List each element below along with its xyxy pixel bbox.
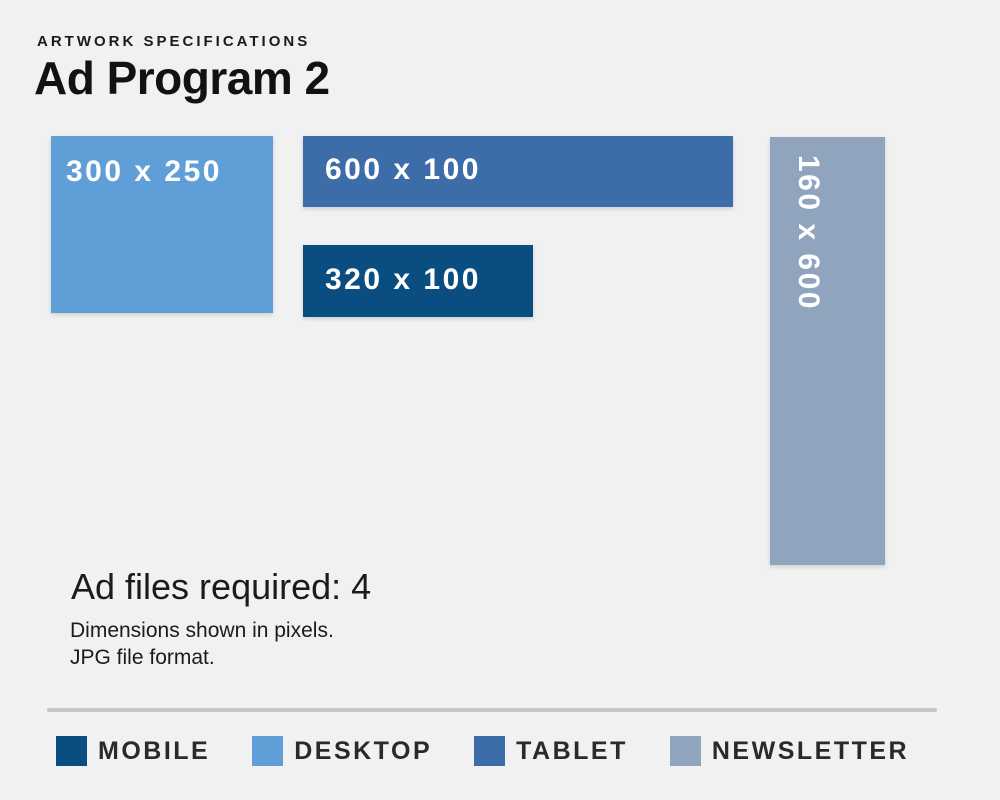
note-dimensions: Dimensions shown in pixels. xyxy=(70,619,334,642)
legend-label-mobile: MOBILE xyxy=(98,736,211,765)
legend-swatch-newsletter xyxy=(669,736,701,766)
eyebrow-label: ARTWORK SPECIFICATIONS xyxy=(37,33,311,50)
legend: MOBILE DESKTOP TABLET NEWSLETTER xyxy=(56,736,909,766)
page-title: Ad Program 2 xyxy=(34,52,330,104)
ad-slot-desktop-dimensions: 300 x 250 xyxy=(66,155,222,188)
legend-item-desktop: DESKTOP xyxy=(252,736,432,766)
ad-slot-mobile: 320 x 100 xyxy=(303,245,533,317)
ad-slot-newsletter-dimensions: 160 x 600 xyxy=(792,155,825,311)
legend-label-tablet: TABLET xyxy=(516,736,628,765)
legend-swatch-desktop xyxy=(252,736,284,766)
ad-slot-mobile-dimensions: 320 x 100 xyxy=(325,263,481,296)
ad-slot-tablet: 600 x 100 xyxy=(303,136,733,207)
notes-block: Dimensions shown in pixels. JPG file for… xyxy=(70,617,334,671)
ad-slot-desktop: 300 x 250 xyxy=(51,136,273,313)
files-required-text: Ad files required: 4 xyxy=(71,566,372,607)
divider xyxy=(47,708,937,712)
note-file-format: JPG file format. xyxy=(70,646,215,669)
legend-swatch-mobile xyxy=(56,736,87,766)
legend-label-newsletter: NEWSLETTER xyxy=(711,736,910,765)
legend-item-tablet: TABLET xyxy=(474,736,628,766)
legend-item-newsletter: NEWSLETTER xyxy=(669,736,910,766)
legend-item-mobile: MOBILE xyxy=(56,736,210,766)
legend-label-desktop: DESKTOP xyxy=(294,736,433,765)
ad-slot-newsletter: 160 x 600 xyxy=(770,137,885,565)
ad-slot-tablet-dimensions: 600 x 100 xyxy=(325,153,481,186)
legend-swatch-tablet xyxy=(474,736,506,766)
